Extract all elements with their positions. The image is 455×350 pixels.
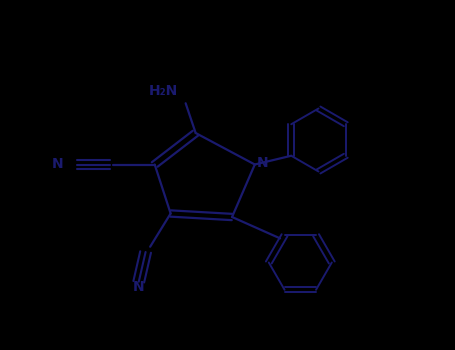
Text: N: N [257, 156, 269, 170]
Text: N: N [133, 280, 145, 294]
Text: H₂N: H₂N [149, 84, 178, 98]
Text: N: N [52, 158, 64, 172]
